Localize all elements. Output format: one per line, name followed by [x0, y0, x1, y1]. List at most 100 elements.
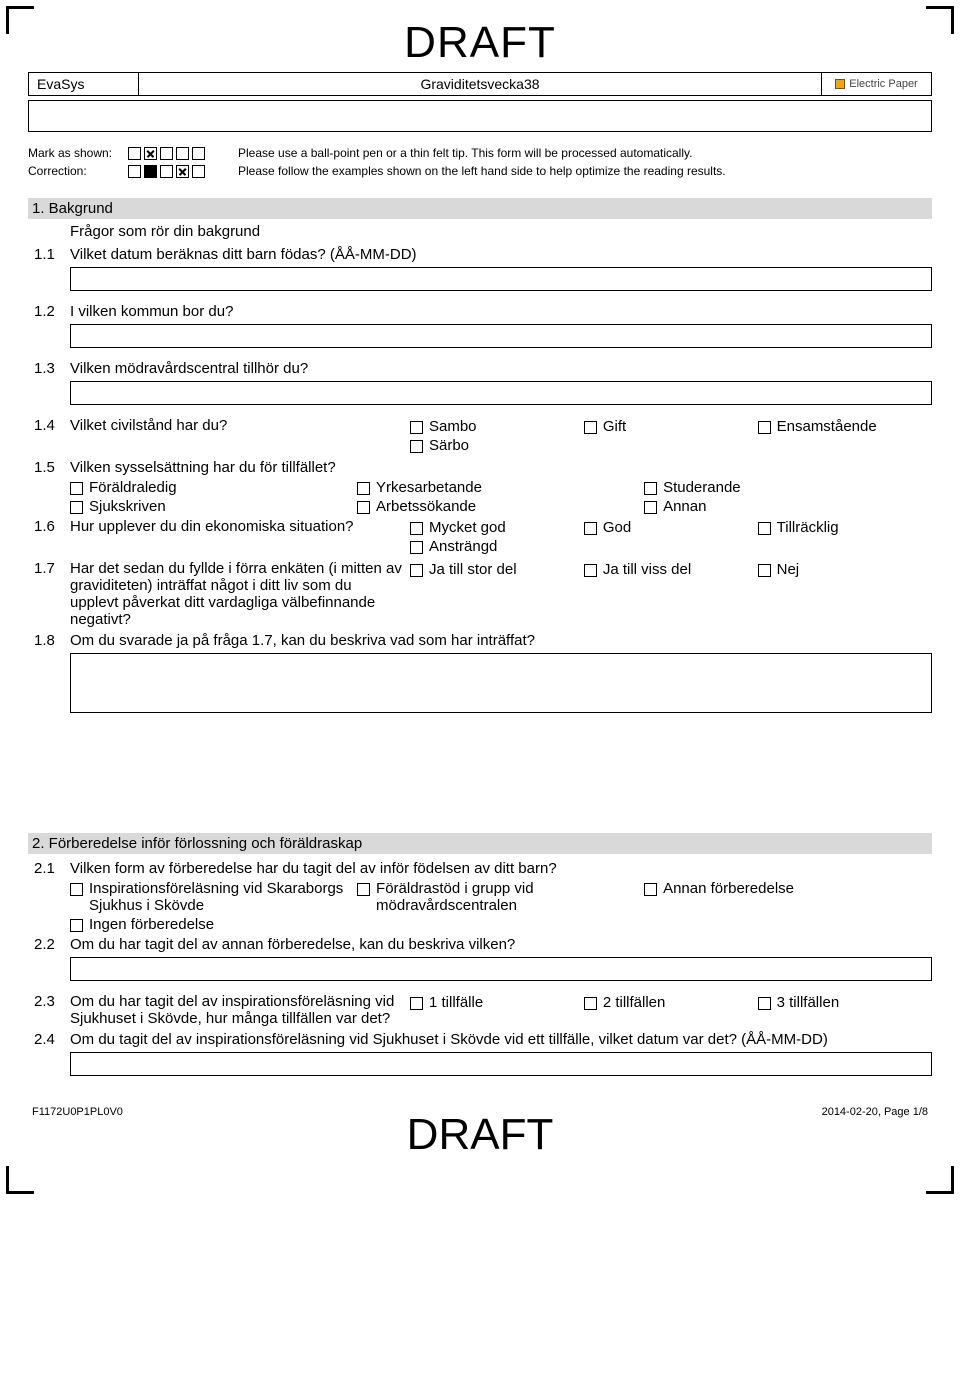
checkbox-option[interactable]: 3 tillfällen — [758, 993, 932, 1012]
qnum: 1.6 — [28, 518, 70, 535]
checkbox-option[interactable]: God — [584, 518, 758, 537]
qnum: 1.1 — [28, 246, 70, 263]
opt-label: God — [603, 519, 631, 536]
checkbox-option[interactable]: Nej — [758, 560, 932, 579]
opt-label: Inspirationsföreläsning vid Skaraborgs S… — [89, 880, 353, 914]
opt-label: Ensamstående — [777, 418, 877, 435]
qtext: Om du har tagit del av inspirationsförel… — [70, 993, 410, 1027]
qtext: Hur upplever du din ekonomiska situation… — [70, 518, 410, 535]
header-blank-bar — [28, 100, 932, 132]
checkbox-option[interactable]: Mycket god — [410, 518, 584, 537]
checkbox-option[interactable]: Yrkesarbetande — [357, 478, 644, 497]
instruction-correction: Correction: Please follow the examples s… — [28, 164, 932, 178]
section-1-head: 1. Bakgrund — [28, 198, 932, 219]
qtext: Vilken mödravårdscentral tillhör du? — [70, 360, 932, 377]
mark-text: Please use a ball-point pen or a thin fe… — [238, 146, 932, 160]
q2-4: 2.4 Om du tagit del av inspirationsförel… — [28, 1029, 932, 1050]
corner-mark — [926, 1166, 954, 1194]
watermark-top: DRAFT — [28, 18, 932, 68]
checkbox-option[interactable]: Särbo — [410, 436, 584, 455]
q2-3-options: 1 tillfälle 2 tillfällen 3 tillfällen — [410, 993, 932, 1012]
qnum: 1.3 — [28, 360, 70, 377]
q1-2-input[interactable] — [70, 324, 932, 348]
checkbox-option[interactable]: Tillräcklig — [758, 518, 932, 537]
checkbox-option[interactable]: Ingen förberedelse — [70, 915, 357, 934]
checkbox-option[interactable]: Ansträngd — [410, 537, 584, 556]
opt-label: Mycket god — [429, 519, 506, 536]
opt-label: Föräldraledig — [89, 479, 177, 496]
corr-label: Correction: — [28, 164, 128, 178]
opt-label: Arbetssökande — [376, 498, 476, 515]
opt-label: Nej — [777, 561, 800, 578]
opt-label: Yrkesarbetande — [376, 479, 482, 496]
form-header: EvaSys Graviditetsvecka38 Electric Paper — [28, 72, 932, 96]
opt-label: 1 tillfälle — [429, 994, 483, 1011]
q1-7: 1.7 Har det sedan du fyllde i förra enkä… — [28, 558, 932, 630]
corner-mark — [6, 1166, 34, 1194]
q1-5-options: Föräldraledig Yrkesarbetande Studerande … — [28, 478, 932, 516]
q1-6-options: Mycket god God Tillräcklig Ansträngd — [410, 518, 932, 556]
mark-label: Mark as shown: — [28, 146, 128, 160]
logo-text: Electric Paper — [849, 78, 917, 90]
q1-3-input[interactable] — [70, 381, 932, 405]
checkbox-option[interactable]: Sambo — [410, 417, 584, 436]
qtext: Vilken sysselsättning har du för tillfäl… — [70, 459, 932, 476]
form-code: F1172U0P1PL0V0 — [32, 1106, 123, 1118]
q2-4-input[interactable] — [70, 1052, 932, 1076]
checkbox-option[interactable]: Annan förberedelse — [644, 879, 931, 915]
mark-example-boxes — [128, 147, 238, 160]
q2-1: 2.1 Vilken form av förberedelse har du t… — [28, 858, 932, 879]
checkbox-option[interactable]: Gift — [584, 417, 758, 436]
corr-text: Please follow the examples shown on the … — [238, 164, 932, 178]
checkbox-option[interactable]: Sjukskriven — [70, 497, 357, 516]
opt-label: Föräldrastöd i grupp vid mödravårdscentr… — [376, 880, 640, 914]
q1-8-input[interactable] — [70, 653, 932, 713]
checkbox-option[interactable]: Ja till stor del — [410, 560, 584, 579]
opt-label: Sambo — [429, 418, 477, 435]
checkbox-option[interactable]: Ja till viss del — [584, 560, 758, 579]
corner-mark — [6, 6, 34, 34]
checkbox-option[interactable]: Arbetssökande — [357, 497, 644, 516]
opt-label: Ja till stor del — [429, 561, 517, 578]
q1-4-options: Sambo Gift Ensamstående Särbo — [410, 417, 932, 455]
brand-logo: Electric Paper — [821, 73, 931, 95]
qnum: 1.7 — [28, 560, 70, 577]
opt-label: Tillräcklig — [777, 519, 839, 536]
form-title: Graviditetsvecka38 — [139, 73, 821, 95]
logo-square-icon — [835, 79, 845, 89]
opt-label: Särbo — [429, 437, 469, 454]
instruction-mark: Mark as shown: Please use a ball-point p… — [28, 146, 932, 160]
q2-2: 2.2 Om du har tagit del av annan förbere… — [28, 934, 932, 955]
q2-1-options: Inspirationsföreläsning vid Skaraborgs S… — [28, 879, 932, 934]
page-info: 2014-02-20, Page 1/8 — [822, 1106, 928, 1118]
q2-2-input[interactable] — [70, 957, 932, 981]
corner-mark — [926, 6, 954, 34]
checkbox-option[interactable]: Studerande — [644, 478, 931, 497]
checkbox-option[interactable]: Ensamstående — [758, 417, 932, 436]
qtext: Har det sedan du fyllde i förra enkäten … — [70, 560, 410, 628]
qnum: 1.8 — [28, 632, 70, 649]
q1-8: 1.8 Om du svarade ja på fråga 1.7, kan d… — [28, 630, 932, 651]
opt-label: Annan förberedelse — [663, 880, 794, 897]
qtext: I vilken kommun bor du? — [70, 303, 932, 320]
q1-6: 1.6 Hur upplever du din ekonomiska situa… — [28, 516, 932, 558]
q1-4: 1.4 Vilket civilstånd har du? Sambo Gift… — [28, 415, 932, 457]
opt-label: 2 tillfällen — [603, 994, 666, 1011]
qnum: 2.3 — [28, 993, 70, 1010]
opt-label: Studerande — [663, 479, 741, 496]
qnum: 2.1 — [28, 860, 70, 877]
checkbox-option[interactable]: Föräldrastöd i grupp vid mödravårdscentr… — [357, 879, 644, 915]
checkbox-option[interactable]: Annan — [644, 497, 931, 516]
qnum: 1.4 — [28, 417, 70, 434]
qtext: Om du tagit del av inspirationsföreläsni… — [70, 1031, 932, 1048]
checkbox-option[interactable]: 2 tillfällen — [584, 993, 758, 1012]
qnum: 2.2 — [28, 936, 70, 953]
qtext: Om du svarade ja på fråga 1.7, kan du be… — [70, 632, 932, 649]
checkbox-option[interactable]: 1 tillfälle — [410, 993, 584, 1012]
checkbox-option[interactable]: Inspirationsföreläsning vid Skaraborgs S… — [70, 879, 357, 915]
qtext: Vilket civilstånd har du? — [70, 417, 410, 434]
q1-1-input[interactable] — [70, 267, 932, 291]
qtext: Vilket datum beräknas ditt barn födas? (… — [70, 246, 932, 263]
checkbox-option[interactable]: Föräldraledig — [70, 478, 357, 497]
opt-label: 3 tillfällen — [777, 994, 840, 1011]
